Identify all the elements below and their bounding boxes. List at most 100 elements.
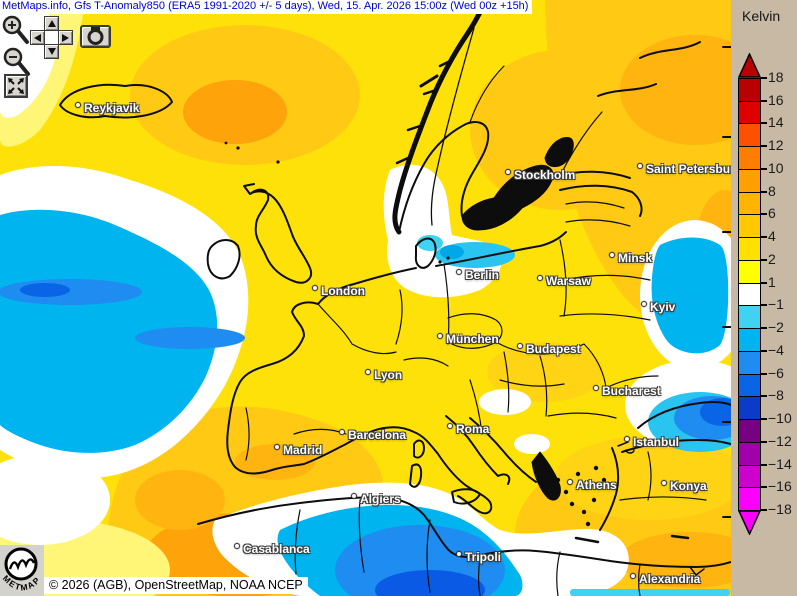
colorbar-segment: [738, 396, 761, 421]
pan-left-button[interactable]: [30, 30, 45, 45]
arrow-up-icon: [47, 20, 56, 27]
city-label: Budapest: [517, 342, 581, 356]
city-name: Bucharest: [602, 384, 661, 398]
city-name: Konya: [670, 479, 707, 493]
city-marker-icon: [365, 369, 371, 375]
colorbar-tick: [761, 99, 767, 102]
metmaps-logo-icon: METMAPS: [0, 537, 44, 596]
city-marker-icon: [637, 163, 643, 169]
city-name: London: [321, 284, 365, 298]
attribution: © 2026 (AGB), OpenStreetMap, NOAA NCEP: [44, 577, 308, 594]
city-label: Lyon: [365, 368, 402, 382]
city-name: Budapest: [526, 342, 581, 356]
city-name: Casablanca: [243, 542, 310, 556]
city-marker-icon: [517, 343, 523, 349]
city-label: Minsk: [609, 251, 652, 265]
colorbar-segment: [738, 419, 761, 443]
colorbar-tick-label: 8: [768, 182, 776, 199]
colorbar-segment: [738, 328, 761, 352]
city-label: Algiers: [351, 492, 401, 506]
colorbar-tick: [761, 418, 767, 421]
city-label: London: [312, 284, 365, 298]
pan-up-button[interactable]: [44, 16, 59, 31]
zoom-in-button[interactable]: [2, 15, 30, 45]
city-name: Minsk: [618, 251, 653, 265]
city-label: München: [437, 332, 499, 346]
legend-title: Kelvin: [742, 8, 781, 24]
city-label: Barcelona: [339, 428, 406, 442]
city-name: Lyon: [374, 368, 403, 382]
city-marker-icon: [437, 333, 443, 339]
colorbar-tick: [761, 213, 767, 216]
pan-right-button[interactable]: [58, 30, 73, 45]
fullscreen-button[interactable]: [4, 74, 28, 98]
city-name: Algiers: [360, 492, 401, 506]
city-label: Konya: [661, 479, 707, 493]
colorbar-segment: [738, 146, 761, 170]
colorbar-tick-label: 12: [768, 137, 784, 154]
city-marker-icon: [274, 444, 280, 450]
colorbar-tick: [761, 395, 767, 398]
city-name: Roma: [456, 422, 490, 436]
expand-icon: [8, 78, 24, 94]
map-title: MetMaps.info, Gfs T-Anomaly850 (ERA5 199…: [0, 0, 533, 14]
weather-map[interactable]: [0, 0, 770, 596]
city-marker-icon: [567, 479, 573, 485]
colorbar-tick-label: −14: [768, 455, 792, 472]
city-name: Tripoli: [465, 550, 501, 564]
city-marker-icon: [75, 102, 81, 108]
colorbar-tick: [761, 486, 767, 489]
city-name: Warsaw: [546, 274, 591, 288]
colorbar-tick-label: 4: [768, 228, 776, 245]
snapshot-button[interactable]: [80, 25, 111, 48]
colorbar-tick-label: −12: [768, 432, 792, 449]
city-marker-icon: [505, 169, 511, 175]
colorbar-tick-label: −1: [768, 296, 784, 313]
city-name: Reykjavik: [84, 101, 140, 115]
city-marker-icon: [339, 429, 345, 435]
colorbar-segment: [738, 464, 761, 489]
zoom-out-button[interactable]: [3, 47, 31, 77]
colorbar-tick-label: 14: [768, 114, 784, 131]
magnifier-minus-icon: [3, 47, 30, 76]
colorbar-segment: [738, 282, 761, 307]
city-marker-icon: [456, 269, 462, 275]
city-marker-icon: [351, 493, 357, 499]
colorbar-tick: [761, 190, 767, 193]
colorbar-tick-label: −16: [768, 478, 792, 495]
city-label: Berlin: [456, 268, 499, 282]
colorbar-segment: [738, 168, 761, 193]
city-label: Istanbul: [624, 435, 679, 449]
colorbar-tick: [761, 258, 767, 261]
colorbar-tick: [761, 304, 767, 307]
colorbar-tick-label: 2: [768, 250, 776, 267]
colorbar-segment: [738, 78, 761, 102]
city-marker-icon: [537, 275, 543, 281]
city-name: Madrid: [283, 443, 323, 457]
colorbar-tick: [761, 463, 767, 466]
metmaps-logo[interactable]: METMAPS: [0, 537, 44, 596]
city-marker-icon: [630, 573, 636, 579]
colorbar-tick-label: 10: [768, 159, 784, 176]
colorbar-tick-label: 16: [768, 91, 784, 108]
colorbar-segment: [738, 441, 761, 466]
city-label: Athens: [567, 478, 617, 492]
pan-down-button[interactable]: [44, 44, 59, 59]
colorbar-tick-label: −8: [768, 387, 784, 404]
city-label: Tripoli: [456, 550, 501, 564]
city-label: Casablanca: [234, 542, 310, 556]
city-marker-icon: [593, 385, 599, 391]
colorbar-tick-label: −2: [768, 319, 784, 336]
city-marker-icon: [641, 301, 647, 307]
colorbar-tick-label: −6: [768, 364, 784, 381]
city-name: Kyiv: [650, 300, 676, 314]
city-label: Roma: [447, 422, 489, 436]
magnifier-plus-icon: [2, 15, 29, 44]
colorbar-tick-label: −18: [768, 501, 792, 518]
city-name: Alexandria: [639, 572, 701, 586]
attribution-text: © 2026 (AGB), OpenStreetMap, NOAA NCEP: [49, 578, 303, 592]
colorbar-tick-label: 18: [768, 69, 784, 85]
arrow-down-icon: [47, 48, 56, 55]
colorbar-segment: [738, 487, 761, 512]
